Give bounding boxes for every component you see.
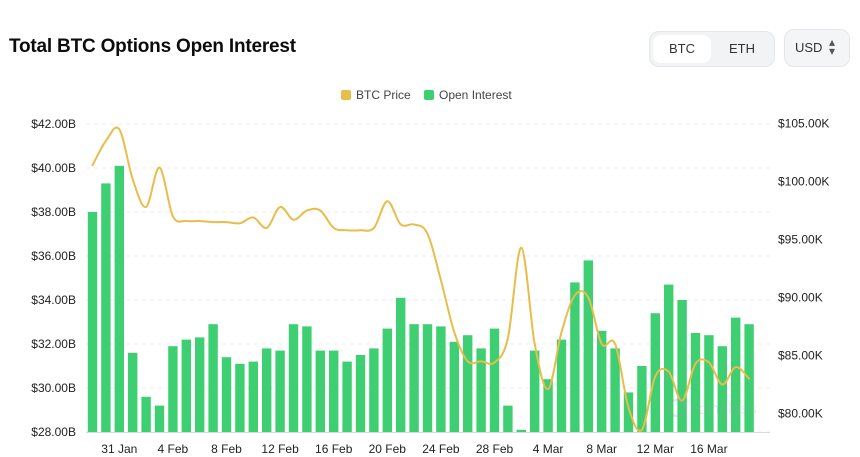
left-axis-tick-label: $32.00B <box>31 337 76 351</box>
open-interest-bar[interactable] <box>530 350 540 432</box>
open-interest-bar[interactable] <box>168 346 178 432</box>
open-interest-bar[interactable] <box>476 348 486 432</box>
right-axis-tick-label: $95.00K <box>778 233 823 247</box>
open-interest-bar[interactable] <box>556 339 567 432</box>
right-axis-tick-label: $100.00K <box>778 175 829 189</box>
open-interest-bar[interactable] <box>288 324 299 432</box>
open-interest-bar[interactable] <box>128 352 138 432</box>
left-axis-tick-label: $28.00B <box>31 425 76 439</box>
currency-label: USD <box>795 40 823 55</box>
open-interest-bar[interactable] <box>731 317 741 432</box>
x-axis-tick-label: 16 Feb <box>315 442 353 456</box>
left-axis-tick-label: $38.00B <box>31 205 76 219</box>
btc-price-line <box>91 126 751 432</box>
open-interest-bar[interactable] <box>208 324 218 432</box>
open-interest-bar[interactable] <box>717 346 727 432</box>
open-interest-bar[interactable] <box>690 333 701 432</box>
open-interest-bar[interactable] <box>315 350 325 432</box>
x-axis-tick-label: 8 Feb <box>211 442 242 456</box>
open-interest-bar[interactable] <box>262 348 272 432</box>
currency-select[interactable]: USD ▴ ▾ <box>784 29 850 67</box>
page-title: Total BTC Options Open Interest <box>9 36 296 57</box>
open-interest-bar[interactable] <box>396 297 406 432</box>
left-axis-tick-label: $42.00B <box>31 117 76 131</box>
open-interest-bar[interactable] <box>369 348 379 432</box>
open-interest-bar[interactable] <box>382 328 392 432</box>
open-interest-bar[interactable] <box>623 392 634 432</box>
open-interest-bar[interactable] <box>516 429 526 432</box>
open-interest-bar[interactable] <box>275 350 285 432</box>
open-interest-bar[interactable] <box>637 366 647 432</box>
legend-open-interest-swatch[interactable] <box>424 90 434 100</box>
open-interest-bar[interactable] <box>114 165 124 433</box>
open-interest-bar[interactable] <box>221 357 232 432</box>
open-interest-bar[interactable] <box>489 328 500 432</box>
left-axis-tick-label: $40.00B <box>31 161 76 175</box>
watermark: coinglass <box>667 398 757 418</box>
legend-open-interest-label[interactable]: Open Interest <box>439 88 512 102</box>
open-interest-bar[interactable] <box>422 324 433 432</box>
open-interest-bar[interactable] <box>302 326 312 432</box>
x-axis-tick-label: 4 Mar <box>533 442 564 456</box>
open-interest-bar[interactable] <box>329 350 339 432</box>
right-axis-tick-label: $90.00K <box>778 291 823 305</box>
left-axis-tick-label: $30.00B <box>31 381 76 395</box>
open-interest-bar[interactable] <box>355 355 366 432</box>
open-interest-bar[interactable] <box>704 335 714 432</box>
open-interest-bar[interactable] <box>436 326 446 432</box>
open-interest-bar[interactable] <box>141 396 151 432</box>
x-axis-tick-label: 16 Mar <box>690 442 727 456</box>
open-interest-bar[interactable] <box>342 361 352 432</box>
open-interest-bar[interactable] <box>664 284 674 432</box>
open-interest-bar[interactable] <box>463 335 473 432</box>
right-axis: $80.00K $85.00K $90.00K $95.00K $100.00K $105… <box>778 117 829 421</box>
x-axis-tick-label: 12 Mar <box>637 442 674 456</box>
legend-btc-price-swatch[interactable] <box>341 90 351 100</box>
open-interest-bar[interactable] <box>449 341 459 432</box>
open-interest-bar[interactable] <box>248 361 258 432</box>
chart-legend: BTC Price Open Interest <box>341 88 512 102</box>
open-interest-bar[interactable] <box>597 330 607 432</box>
open-interest-bar[interactable] <box>235 363 245 432</box>
open-interest-bar[interactable] <box>101 183 111 432</box>
open-interest-bar[interactable] <box>610 348 620 432</box>
open-interest-bar[interactable] <box>181 339 191 432</box>
x-axis-tick-label: 20 Feb <box>369 442 407 456</box>
open-interest-bar[interactable] <box>543 379 553 432</box>
asset-toggle: BTC ETH <box>649 31 775 67</box>
sort-chevron-icon: ▴ ▾ <box>829 35 836 58</box>
x-axis-tick-label: 4 Feb <box>158 442 189 456</box>
open-interest-bar[interactable] <box>583 260 593 432</box>
open-interest-bar[interactable] <box>195 337 205 432</box>
right-axis-tick-label: $85.00K <box>778 349 823 363</box>
x-axis-tick-label: 12 Feb <box>261 442 299 456</box>
btc-tab[interactable]: BTC <box>653 35 711 63</box>
left-axis-tick-label: $36.00B <box>31 249 76 263</box>
left-axis: $28.00B $30.00B $32.00B $34.00B $36.00B $38.0… <box>31 117 76 439</box>
x-axis-tick-label: 8 Mar <box>586 442 617 456</box>
eth-tab[interactable]: ETH <box>729 41 755 56</box>
x-axis-tick-label: 24 Feb <box>422 442 460 456</box>
x-axis-tick-label: 28 Feb <box>476 442 514 456</box>
open-interest-bar[interactable] <box>650 313 660 432</box>
legend-btc-price-label[interactable]: BTC Price <box>356 88 411 102</box>
open-interest-bar[interactable] <box>677 300 687 432</box>
left-axis-tick-label: $34.00B <box>31 293 76 307</box>
open-interest-bar[interactable] <box>570 282 580 432</box>
x-axis-tick-label: 31 Jan <box>101 442 137 456</box>
open-interest-bar[interactable] <box>503 405 513 432</box>
coinglass-logo-icon <box>667 398 687 418</box>
x-axis: 31 Jan 4 Feb 8 Feb 12 Feb 16 Feb 20 Feb 24 Feb… <box>86 432 770 456</box>
open-interest-bars <box>87 165 754 433</box>
right-axis-tick-label: $105.00K <box>778 117 829 131</box>
right-axis-tick-label: $80.00K <box>778 407 823 421</box>
open-interest-bar[interactable] <box>87 212 98 432</box>
open-interest-bar[interactable] <box>154 405 165 432</box>
open-interest-bar[interactable] <box>409 324 419 432</box>
watermark-text: coinglass <box>690 401 757 418</box>
